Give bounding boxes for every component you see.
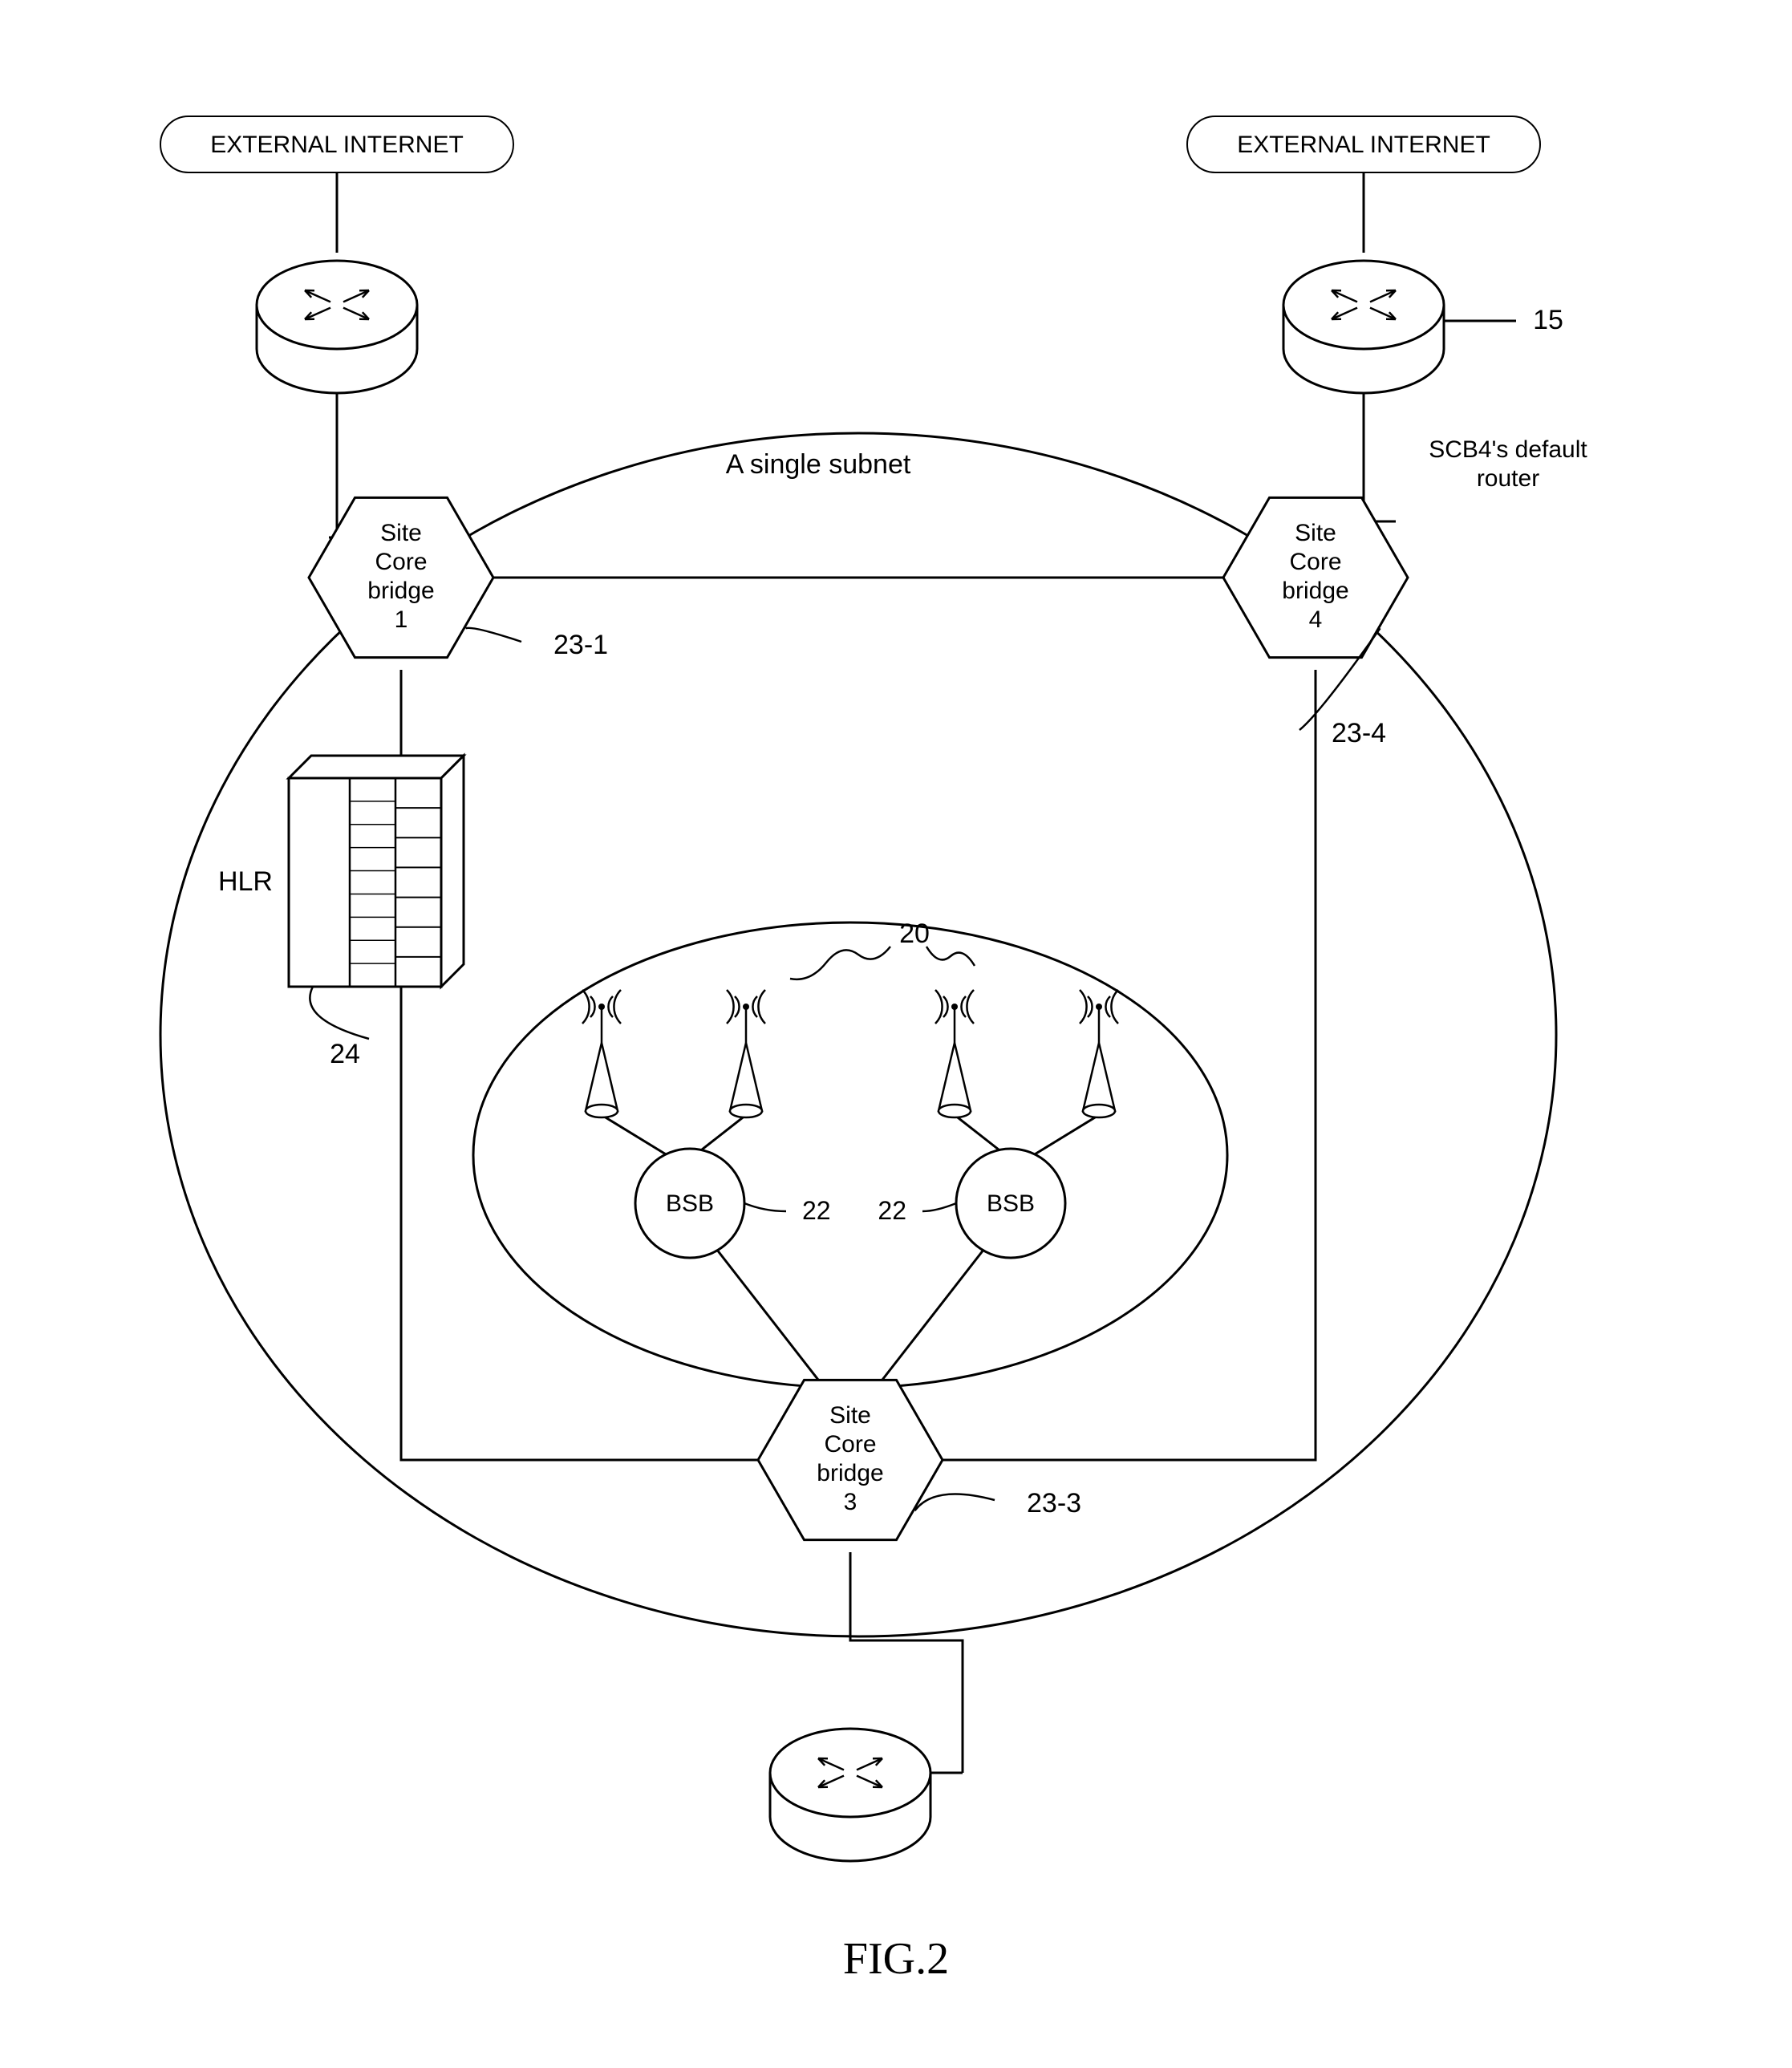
svg-text:3: 3 — [844, 1489, 857, 1515]
svg-text:4: 4 — [1309, 606, 1323, 633]
antenna-ref-label: 20 — [899, 918, 930, 949]
svg-text:Core: Core — [824, 1431, 876, 1458]
svg-text:bridge: bridge — [367, 578, 434, 604]
router-top-right — [1283, 261, 1444, 393]
svg-text:Site: Site — [829, 1402, 871, 1429]
svg-text:23-3: 23-3 — [1027, 1488, 1081, 1519]
svg-text:22: 22 — [802, 1196, 831, 1225]
svg-text:Site: Site — [380, 520, 422, 546]
antenna-icon — [727, 990, 765, 1117]
inner-cell-ellipse — [473, 922, 1227, 1388]
svg-text:BSB: BSB — [987, 1190, 1035, 1217]
svg-text:router: router — [1477, 465, 1539, 492]
svg-text:BSB: BSB — [666, 1190, 714, 1217]
subnet-label: A single subnet — [726, 449, 911, 480]
svg-text:23-1: 23-1 — [553, 630, 608, 660]
router-bottom — [770, 1729, 930, 1861]
svg-text:EXTERNAL INTERNET: EXTERNAL INTERNET — [1237, 132, 1490, 158]
bsb-node-left: BSB 22 — [635, 1149, 831, 1258]
site-core-bridge-1: Site Core bridge1 23-1 — [309, 497, 608, 660]
svg-text:24: 24 — [330, 1039, 360, 1069]
antenna-icon — [582, 990, 621, 1117]
svg-text:22: 22 — [878, 1196, 906, 1225]
svg-text:1: 1 — [395, 606, 408, 633]
svg-text:Site: Site — [1295, 520, 1336, 546]
svg-text:23-4: 23-4 — [1332, 718, 1386, 748]
antenna-icon — [935, 990, 974, 1117]
bsb-node-right: BSB 22 — [878, 1149, 1065, 1258]
svg-text:bridge: bridge — [817, 1460, 883, 1486]
figure-caption: FIG.2 — [843, 1934, 949, 1984]
antenna-icon — [1080, 990, 1118, 1117]
svg-text:bridge: bridge — [1282, 578, 1348, 604]
hlr-label: HLR — [218, 866, 273, 897]
svg-text:Core: Core — [375, 549, 427, 575]
svg-text:EXTERNAL INTERNET: EXTERNAL INTERNET — [210, 132, 464, 158]
hlr-server: HLR 24 — [218, 756, 464, 1069]
scb4-default-router-label: SCB4's default — [1429, 436, 1587, 463]
router-top-left — [257, 261, 417, 393]
external-internet-label-right: EXTERNAL INTERNET — [1187, 116, 1540, 172]
external-internet-label-left: EXTERNAL INTERNET — [160, 116, 513, 172]
svg-text:15: 15 — [1533, 305, 1563, 335]
svg-text:Core: Core — [1289, 549, 1341, 575]
